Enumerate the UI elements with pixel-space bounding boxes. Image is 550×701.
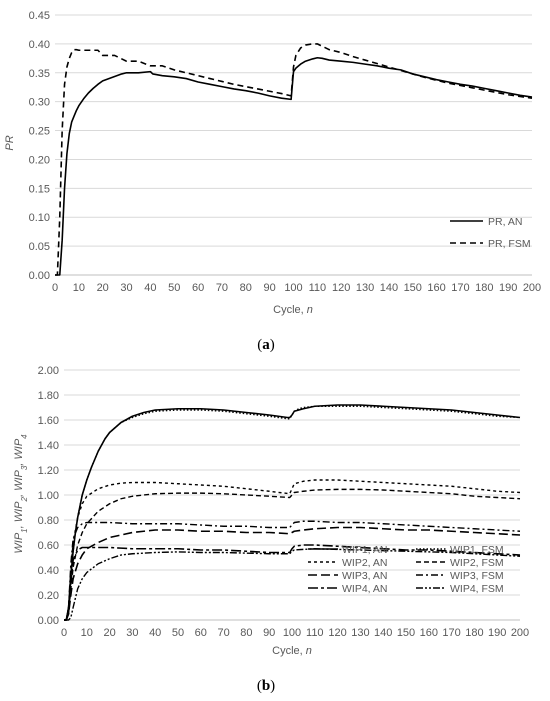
chart-b-x-tick-label: 20 — [103, 627, 115, 639]
chart-b-x-tick-label: 70 — [217, 627, 229, 639]
chart-a-y-tick-label: 0.35 — [29, 68, 50, 80]
chart-a-x-tick-label: 200 — [523, 282, 541, 294]
chart-a-x-tick-label: 0 — [52, 282, 58, 294]
chart-b-x-tick-label: 200 — [511, 627, 529, 639]
chart-b-series-line-5 — [64, 520, 521, 621]
chart-b-x-tick-label: 130 — [351, 627, 369, 639]
chart-a-x-tick-label: 110 — [309, 282, 327, 294]
chart-a-series — [55, 43, 533, 276]
chart-a-y-tick-label: 0.20 — [29, 154, 50, 166]
chart-a-y-tick-label: 0.05 — [29, 241, 50, 253]
chart-a-series-line-1 — [55, 43, 533, 276]
chart-a-y-tick-labels: 0.00 0.05 0.10 0.15 0.20 0.25 0.30 0.35 0.40 0.45 — [29, 10, 50, 282]
chart-a-panel-label: (a) — [257, 337, 275, 353]
chart-b-legend-label-5: WIP3, FSM — [450, 570, 504, 582]
chart-b: 0 10 20 30 40 50 60 70 80 90 100 110 120 130 140 150 160… — [13, 365, 529, 694]
chart-b-y-tick-label: 0.20 — [38, 590, 59, 602]
chart-a-legend-label-1: PR, FSM — [488, 238, 531, 250]
chart-a-y-tick-label: 0.10 — [29, 212, 50, 224]
chart-b-x-tick-label: 170 — [442, 627, 460, 639]
chart-a-x-tick-label: 80 — [240, 282, 252, 294]
chart-a-x-tick-label: 30 — [120, 282, 132, 294]
chart-b-y-axis-title: WIP1, WIP2, WIP3, WIP4 — [13, 434, 29, 554]
chart-a-gridlines — [55, 14, 532, 276]
chart-a-legend-label-0: PR, AN — [488, 216, 522, 228]
chart-b-gridlines — [64, 369, 520, 621]
chart-b-x-tick-label: 190 — [488, 627, 506, 639]
chart-a-x-tick-label: 120 — [332, 282, 350, 294]
chart-a-x-tick-label: 60 — [192, 282, 204, 294]
chart-a-x-tick-label: 50 — [168, 282, 180, 294]
chart-a-y-tick-label: 0.40 — [29, 39, 50, 51]
chart-a-y-tick-label: 0.25 — [29, 126, 50, 138]
chart-b-x-axis-title: Cycle, n — [272, 645, 312, 657]
chart-b-y-tick-label: 2.00 — [38, 365, 59, 377]
chart-b-y-tick-label: 0.40 — [38, 565, 59, 577]
chart-a-x-tick-label: 20 — [97, 282, 109, 294]
chart-a-x-tick-label: 10 — [73, 282, 85, 294]
chart-b-x-tick-label: 120 — [328, 627, 346, 639]
chart-b-series-line-7 — [64, 548, 521, 621]
chart-a-x-tick-label: 40 — [144, 282, 156, 294]
chart-a-legend: PR, AN PR, FSM — [450, 216, 531, 250]
chart-a-x-tick-label: 70 — [216, 282, 228, 294]
chart-b-legend-label-2: WIP2, AN — [342, 557, 388, 569]
chart-b-x-tick-label: 110 — [306, 627, 324, 639]
chart-b-x-tick-label: 40 — [149, 627, 161, 639]
chart-b-y-tick-label: 0.80 — [38, 515, 59, 527]
chart-a-x-tick-label: 180 — [475, 282, 493, 294]
chart-b-x-tick-label: 0 — [61, 627, 67, 639]
chart-b-x-tick-label: 60 — [195, 627, 207, 639]
chart-b-x-tick-labels: 0 10 20 30 40 50 60 70 80 90 100 110 120 130 140 150 160… — [61, 627, 529, 639]
chart-b-x-tick-label: 180 — [465, 627, 483, 639]
chart-b-x-tick-label: 50 — [172, 627, 184, 639]
chart-b-x-tick-label: 30 — [126, 627, 138, 639]
chart-b-x-tick-label: 150 — [397, 627, 415, 639]
chart-b-x-tick-label: 10 — [81, 627, 93, 639]
chart-b-y-tick-label: 1.20 — [38, 465, 59, 477]
chart-a-x-tick-label: 190 — [499, 282, 517, 294]
chart-a-x-tick-label: 130 — [356, 282, 374, 294]
chart-a-y-tick-label: 0.00 — [29, 270, 50, 282]
chart-b-y-tick-label: 1.80 — [38, 390, 59, 402]
chart-b-y-tick-label: 0.60 — [38, 540, 59, 552]
chart-b-x-tick-label: 140 — [374, 627, 392, 639]
chart-b-legend-label-7: WIP4, FSM — [450, 583, 504, 595]
chart-b-series-line-3 — [64, 488, 521, 621]
chart-a-y-tick-label: 0.15 — [29, 183, 50, 195]
chart-b-legend-label-0: WIP1, AN — [342, 544, 388, 556]
chart-b-series-line-6 — [64, 544, 521, 621]
chart-a-x-tick-labels: 0 10 20 30 40 50 60 70 80 90 100 110 120 130 140 150 160… — [52, 282, 541, 294]
chart-b-series-line-2 — [64, 479, 521, 621]
chart-b-x-tick-label: 80 — [240, 627, 252, 639]
chart-b-legend-label-3: WIP2, FSM — [450, 557, 504, 569]
chart-b-legend-label-6: WIP4, AN — [342, 583, 388, 595]
chart-a-x-tick-label: 170 — [451, 282, 469, 294]
chart-a-y-tick-label: 0.30 — [29, 97, 50, 109]
chart-b-y-tick-label: 1.60 — [38, 415, 59, 427]
chart-b-x-tick-label: 90 — [263, 627, 275, 639]
chart-b-legend-label-1: WIP1, FSM — [450, 544, 504, 556]
chart-a-y-tick-label: 0.45 — [29, 10, 50, 22]
chart-b-series-line-4 — [64, 526, 521, 621]
chart-b-panel-label: (b) — [257, 678, 275, 694]
chart-b-y-tick-labels: 0.00 0.20 0.40 0.60 0.80 1.00 1.20 1.40 1.60 1.80… — [38, 365, 59, 627]
chart-b-legend-label-4: WIP3, AN — [342, 570, 388, 582]
chart-a-y-axis-title: PR — [4, 135, 16, 150]
chart-b-series — [64, 404, 521, 621]
chart-b-x-tick-label: 100 — [283, 627, 301, 639]
chart-a-x-tick-label: 90 — [264, 282, 276, 294]
chart-b-y-tick-label: 1.00 — [38, 490, 59, 502]
chart-a-x-axis-title: Cycle, n — [273, 304, 313, 316]
chart-b-y-tick-label: 1.40 — [38, 440, 59, 452]
chart-b-x-tick-label: 160 — [420, 627, 438, 639]
chart-a-x-tick-label: 150 — [404, 282, 422, 294]
chart-b-y-tick-label: 0.00 — [38, 615, 59, 627]
chart-a-x-tick-label: 140 — [380, 282, 398, 294]
chart-a-x-tick-label: 160 — [427, 282, 445, 294]
chart-a-x-tick-label: 100 — [284, 282, 302, 294]
chart-a: 0 10 20 30 40 50 60 70 80 90 100 110 120 130 140 150 160… — [4, 10, 541, 353]
